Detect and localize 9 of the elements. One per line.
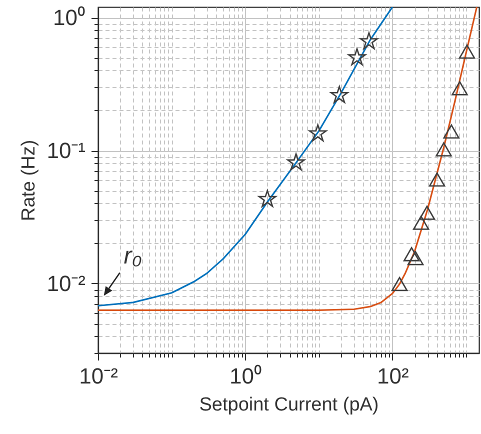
annotation: r₀: [124, 242, 142, 270]
x-axis-title: Setpoint Current (pA): [199, 394, 379, 416]
y-tick-label: 10⁻²: [46, 270, 86, 296]
y-tick-label: 10⁻¹: [46, 138, 86, 163]
y-tick-label: 10⁰: [53, 5, 86, 30]
x-tick-label: 10⁰: [229, 364, 262, 388]
x-tick-label: 10²: [377, 364, 409, 388]
y-axis-title: Rate (Hz): [18, 140, 40, 222]
x-tick-label: 10⁻²: [79, 364, 118, 388]
